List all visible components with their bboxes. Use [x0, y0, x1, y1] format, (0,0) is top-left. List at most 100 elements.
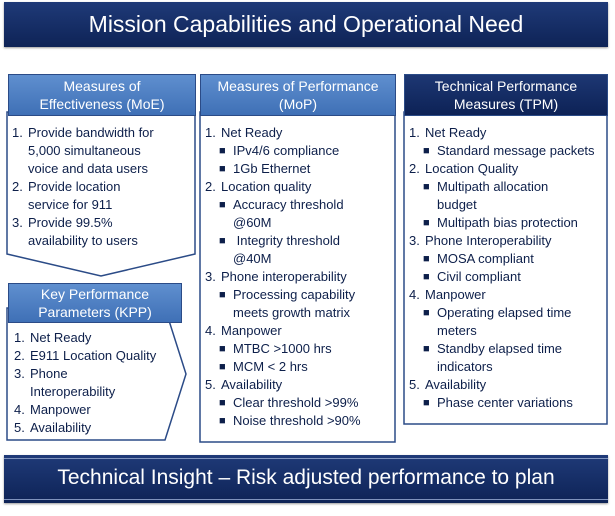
item-number: 5. [205, 377, 216, 392]
item-text: 5,000 simultaneous [28, 143, 141, 158]
list-item: 5. Availability [14, 419, 174, 437]
item-label: Location quality [221, 179, 312, 194]
sub-item-text: MTBC >1000 hrs [233, 341, 332, 356]
sub-item-text: Integrity threshold [233, 233, 340, 248]
kpp-header-line-1: Key Performance [40, 286, 150, 302]
sub-item-text: Operating elapsed time [437, 305, 572, 320]
list-item: 3. Provide 99.5% availability to users [12, 214, 192, 250]
item-text: service for 911 [28, 197, 113, 212]
sub-item: ■ Civil compliant [409, 268, 605, 286]
square-bullet-icon: ■ [423, 397, 430, 409]
item-label: Phone Interoperability [425, 233, 552, 248]
title-banner: Mission Capabilities and Operational Nee… [4, 2, 608, 47]
square-bullet-icon: ■ [219, 163, 226, 175]
moe-header-line-1: Measures of [63, 78, 141, 94]
item-number: 1. [409, 125, 420, 140]
list-item: 2. Location quality [205, 178, 393, 196]
list-item: 2. Location Quality [409, 160, 605, 178]
list-item: 1. Provide bandwidth for 5,000 simultane… [12, 124, 192, 178]
sub-item: ■ Processing capability meets growth mat… [205, 286, 393, 322]
sub-item: ■ MOSA compliant [409, 250, 605, 268]
list-item: 1. Net Ready [205, 124, 393, 142]
sub-item: ■ Noise threshold >90% [205, 412, 393, 430]
item-number: 2. [14, 348, 25, 363]
item-number: 4. [409, 287, 420, 302]
sub-item-text: Civil compliant [437, 269, 521, 284]
sub-item-text: meets growth matrix [233, 305, 351, 320]
list-item: 4. Manpower [14, 401, 174, 419]
sub-item: ■ Integrity threshold @40M [205, 232, 393, 268]
item-text: E911 Location Quality [30, 348, 157, 363]
item-number: 3. [409, 233, 420, 248]
item-text: Provide location [28, 179, 121, 194]
sub-item-text: indicators [437, 359, 493, 374]
moe-header-line-2: Effectiveness (MoE) [39, 96, 165, 112]
sub-item: ■ Operating elapsed time meters [409, 304, 605, 340]
item-text: availability to users [28, 233, 138, 248]
mop-header-line-1: Measures of Performance [217, 78, 379, 94]
sub-item-text: Noise threshold >90% [233, 413, 361, 428]
sub-item: ■ Clear threshold >99% [205, 394, 393, 412]
tpm-header-line-2: Measures (TPM) [453, 96, 559, 112]
square-bullet-icon: ■ [219, 235, 226, 247]
sub-item-text: Standard message packets [437, 143, 595, 158]
sub-item-text: MOSA compliant [437, 251, 534, 266]
list-item: 3. Phone interoperability [205, 268, 393, 286]
item-number: 1. [14, 330, 25, 345]
square-bullet-icon: ■ [219, 289, 226, 301]
mop-list: 1. Net Ready ■ IPv4/6 compliance ■ 1Gb E… [205, 124, 393, 430]
tpm-list: 1. Net Ready ■ Standard message packets … [409, 124, 605, 412]
item-label: Manpower [425, 287, 486, 302]
square-bullet-icon: ■ [219, 397, 226, 409]
footer-banner: Technical Insight – Risk adjusted perfor… [4, 455, 608, 503]
sub-item-text: meters [437, 323, 477, 338]
list-item: 1. Net Ready [409, 124, 605, 142]
square-bullet-icon: ■ [423, 181, 430, 193]
item-number: 1. [12, 125, 23, 140]
item-label: Availability [221, 377, 283, 392]
square-bullet-icon: ■ [423, 343, 430, 355]
sub-item-text: Accuracy threshold [233, 197, 344, 212]
sub-item-text: IPv4/6 compliance [233, 143, 340, 158]
square-bullet-icon: ■ [219, 145, 226, 157]
sub-item-text: Processing capability [233, 287, 356, 302]
square-bullet-icon: ■ [423, 307, 430, 319]
square-bullet-icon: ■ [219, 199, 226, 211]
list-item: 1. Net Ready [14, 329, 174, 347]
list-item: 4. Manpower [409, 286, 605, 304]
sub-item-text: @60M [233, 215, 272, 230]
item-label: Net Ready [425, 125, 487, 140]
sub-item: ■ Multipath allocation budget [409, 178, 605, 214]
kpp-header: Key Performance Parameters (KPP) [8, 283, 182, 323]
sub-item: ■ Accuracy threshold @60M [205, 196, 393, 232]
square-bullet-icon: ■ [219, 415, 226, 427]
tpm-header: Technical Performance Measures (TPM) [404, 74, 608, 116]
item-number: 2. [409, 161, 420, 176]
list-item: 3. Phone Interoperability [409, 232, 605, 250]
sub-item: ■ Multipath bias protection [409, 214, 605, 232]
sub-item-text: @40M [233, 251, 272, 266]
sub-item: ■ 1Gb Ethernet [205, 160, 393, 178]
kpp-header-line-2: Parameters (KPP) [38, 304, 152, 320]
item-text: Manpower [30, 402, 91, 417]
item-number: 4. [14, 402, 25, 417]
sub-item: ■ MTBC >1000 hrs [205, 340, 393, 358]
list-item: 3. Phone Interoperability [14, 365, 174, 401]
sub-item: ■ Standard message packets [409, 142, 605, 160]
item-text: Interoperability [30, 384, 116, 399]
sub-item-text: budget [437, 197, 477, 212]
item-label: Manpower [221, 323, 282, 338]
item-text: Phone [30, 366, 68, 381]
square-bullet-icon: ■ [423, 271, 430, 283]
sub-item-text: Multipath bias protection [437, 215, 578, 230]
sub-item-text: Clear threshold >99% [233, 395, 359, 410]
sub-item-text: 1Gb Ethernet [233, 161, 311, 176]
sub-item-text: Standby elapsed time [437, 341, 563, 356]
item-number: 4. [205, 323, 216, 338]
moe-header: Measures of Effectiveness (MoE) [8, 74, 196, 116]
square-bullet-icon: ■ [423, 145, 430, 157]
mop-header: Measures of Performance (MoP) [200, 74, 396, 116]
item-number: 3. [14, 366, 25, 381]
sub-item: ■ IPv4/6 compliance [205, 142, 393, 160]
